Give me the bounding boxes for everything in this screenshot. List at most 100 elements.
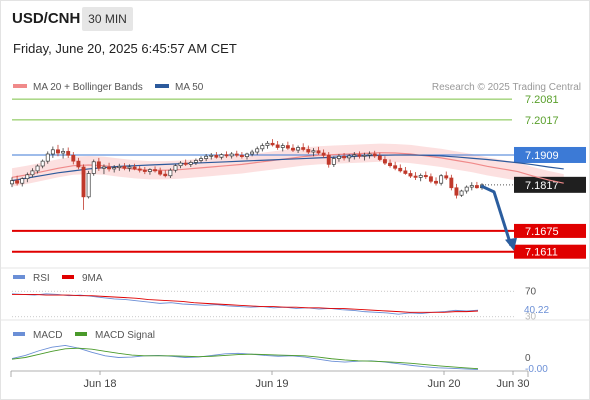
- forecast-arrow-head: [505, 237, 517, 251]
- candle-body: [454, 187, 459, 196]
- candle-body: [352, 154, 357, 157]
- legend-rsi-swatch: [13, 275, 25, 279]
- legend-macd-signal-swatch: [75, 332, 87, 336]
- rsi-line: [11, 293, 479, 315]
- candle-body: [56, 149, 60, 154]
- candle-body: [347, 155, 352, 159]
- candle-body: [173, 165, 178, 171]
- candle-body: [285, 145, 290, 149]
- candle-body: [408, 173, 413, 177]
- candle-body: [337, 155, 341, 159]
- candle-body: [342, 155, 347, 159]
- rsi-9ma-line: [12, 294, 479, 313]
- resistance-label: 7.2081: [525, 94, 559, 106]
- candle-body: [403, 170, 408, 174]
- candle-body: [45, 153, 50, 162]
- support-label-box: [514, 223, 586, 238]
- candle-body: [301, 147, 306, 150]
- candle-body: [372, 153, 377, 157]
- candle-body: [250, 151, 255, 155]
- candle-body: [137, 168, 142, 171]
- candle-body: [357, 154, 362, 157]
- legend-macd-signal-label: MACD Signal: [95, 330, 155, 341]
- x-axis-tick-label: Jun 19: [255, 378, 288, 390]
- candle-body: [331, 158, 336, 165]
- candle-body: [229, 153, 234, 157]
- candle-body: [423, 175, 428, 178]
- candle-body: [413, 175, 418, 178]
- candle-body: [142, 169, 147, 172]
- legend-ma50-swatch: [155, 84, 169, 88]
- support-label: 7.1675: [525, 226, 559, 238]
- candle-body: [61, 151, 66, 154]
- candle-body: [102, 166, 106, 169]
- candle-body: [209, 154, 214, 157]
- candle-body: [398, 167, 403, 172]
- candle-body: [245, 153, 249, 157]
- x-axis-tick-label: Jun 30: [496, 378, 529, 390]
- candle-body: [260, 145, 265, 150]
- candle-body: [193, 160, 198, 163]
- candle-body: [168, 169, 173, 177]
- candle-body: [388, 162, 392, 167]
- candle-body: [50, 149, 55, 155]
- attribution-label: Research © 2025 Trading Central: [432, 82, 581, 93]
- candle-body: [434, 180, 438, 184]
- current-price-box: [514, 176, 586, 193]
- candle-body: [377, 155, 382, 160]
- candle-body: [418, 175, 423, 178]
- x-axis-tick-label: Jun 18: [83, 378, 116, 390]
- candle-body: [474, 185, 479, 189]
- candle-body: [178, 162, 183, 167]
- candle-body: [311, 150, 316, 153]
- current-price-label: 7.1817: [525, 180, 559, 192]
- candle-body: [275, 144, 280, 148]
- legend-ma20-label: MA 20 + Bollinger Bands: [33, 82, 143, 93]
- legend-9ma-label: 9MA: [82, 273, 103, 284]
- legend-ma50-label: MA 50: [175, 82, 204, 93]
- candle-body: [469, 185, 474, 188]
- candle-body: [158, 170, 163, 175]
- legend-macd-label: MACD: [33, 330, 62, 341]
- macd-value-label: -0.00: [525, 364, 548, 375]
- candle-body: [326, 154, 331, 165]
- candle-body: [255, 148, 260, 153]
- candle-body: [234, 153, 239, 156]
- legend-rsi-label: RSI: [33, 273, 50, 284]
- candle-body: [40, 160, 45, 167]
- candle-body: [444, 175, 449, 179]
- legend-macd-swatch: [13, 332, 25, 336]
- candle-body: [459, 190, 464, 196]
- candle-body: [296, 147, 301, 151]
- candle-body: [439, 175, 444, 184]
- x-axis-tick-label: Jun 20: [427, 378, 460, 390]
- candle-body: [188, 162, 193, 165]
- candle-body: [382, 159, 387, 164]
- rsi-value-label: 40.22: [524, 305, 549, 316]
- candle-body: [204, 155, 209, 159]
- candle-body: [122, 165, 127, 169]
- candle-body: [30, 170, 35, 176]
- candle-body: [117, 165, 122, 168]
- candle-body: [15, 180, 20, 184]
- candle-body: [362, 154, 367, 157]
- candle-body: [132, 166, 137, 170]
- legend-ma20-swatch: [13, 84, 27, 88]
- candle-body: [127, 166, 132, 169]
- macd-tick-label: 0: [525, 353, 531, 364]
- candle-body: [112, 167, 117, 170]
- rsi-tick-label: 70: [525, 286, 537, 297]
- candle-body: [183, 162, 188, 165]
- resistance-label: 7.2017: [525, 115, 559, 127]
- candle-body: [71, 154, 76, 162]
- candle-body: [66, 151, 71, 156]
- datetime-label: Friday, June 20, 2025 6:45:57 AM CET: [13, 41, 237, 56]
- candle-body: [199, 158, 203, 161]
- timeframe-button[interactable]: 30 MIN: [82, 7, 133, 31]
- candle-body: [224, 154, 229, 157]
- candle-body: [219, 154, 224, 158]
- candle-body: [316, 150, 321, 154]
- candle-body: [81, 166, 86, 198]
- macd-line: [11, 345, 479, 370]
